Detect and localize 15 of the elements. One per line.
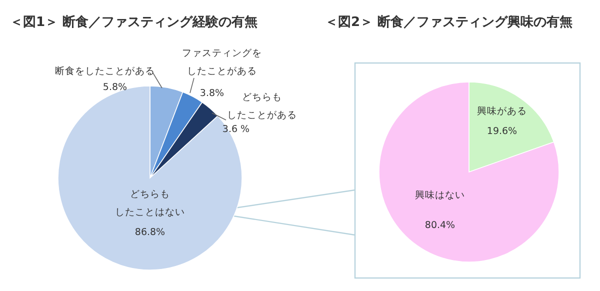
- slice-label: 興味がある: [477, 105, 527, 117]
- data-label: 3.8%: [200, 88, 224, 99]
- chart-title: ＜図1＞ 断食／ファスティング経験の有無: [10, 15, 258, 30]
- data-label: 19.6%: [486, 126, 518, 137]
- pie-slice: [378, 82, 560, 262]
- slice-label: どちらもしたことがある: [227, 92, 297, 122]
- slice-label: どちらもしたことはない: [115, 189, 185, 218]
- data-label: 80.4%: [424, 220, 456, 231]
- data-label: 5.8%: [102, 82, 128, 93]
- chart-title: ＜図2＞ 断食／ファスティング興味の有無: [325, 15, 573, 30]
- data-label: 3.6 %: [222, 124, 250, 135]
- slice-label: 断食をしたことがある: [55, 65, 155, 77]
- slice-label: ファスティングをしたことがある: [182, 48, 262, 78]
- data-label: 86.8%: [134, 227, 166, 238]
- slice-label: 興味はない: [415, 189, 465, 201]
